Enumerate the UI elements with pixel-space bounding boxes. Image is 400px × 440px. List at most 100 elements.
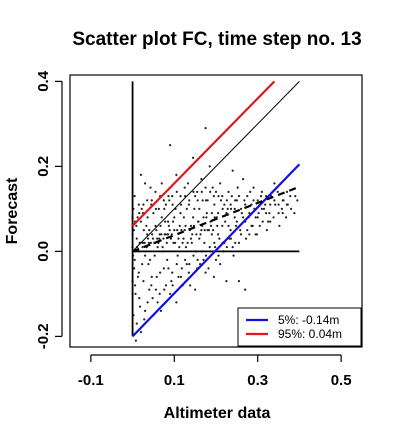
scatter-point — [150, 199, 153, 202]
scatter-point — [240, 212, 243, 215]
scatter-point — [195, 233, 198, 236]
scatter-point — [162, 267, 165, 270]
scatter-point — [204, 127, 207, 130]
scatter-point — [235, 220, 238, 223]
scatter-point — [185, 207, 188, 210]
scatter-point — [171, 271, 174, 274]
scatter-point — [146, 301, 149, 304]
scatter-point — [160, 233, 163, 236]
scatter-point — [170, 280, 173, 283]
chart-title: Scatter plot FC, time step no. 13 — [72, 29, 361, 50]
scatter-point — [246, 229, 249, 232]
scatter-point — [147, 241, 150, 244]
scatter-point — [139, 331, 143, 334]
scatter-point — [143, 318, 146, 321]
scatter-point — [164, 220, 167, 223]
x-tick-label: 0.3 — [247, 372, 268, 389]
scatter-point — [209, 190, 212, 193]
scatter-point — [192, 254, 195, 257]
scatter-point — [140, 207, 143, 210]
scatter-point — [155, 229, 158, 232]
scatter-point — [183, 229, 186, 232]
scatter-point — [179, 195, 182, 198]
scatter-point — [141, 241, 145, 244]
scatter-point — [250, 203, 253, 206]
scatter-point — [258, 224, 261, 227]
scatter-point — [232, 254, 235, 257]
scatter-point — [138, 297, 141, 300]
scatter-point — [242, 178, 245, 181]
scatter-point — [136, 216, 139, 219]
scatter-point — [196, 199, 199, 202]
scatter-point — [185, 263, 188, 266]
scatter-point — [186, 241, 189, 244]
scatter-point — [160, 216, 163, 219]
plot-frame — [69, 74, 363, 348]
scatter-point — [183, 186, 186, 189]
scatter-point — [134, 292, 137, 295]
scatter-point — [179, 212, 182, 215]
scatter-point — [194, 288, 197, 291]
scatter-point — [273, 182, 276, 185]
scatter-point — [239, 229, 242, 232]
scatter-point — [237, 280, 241, 283]
scatter-point — [150, 275, 153, 278]
legend-label: 5%: -0.14m — [278, 313, 339, 327]
scatter-point — [216, 212, 220, 215]
scatter-point — [134, 339, 138, 342]
scatter-point — [189, 237, 193, 240]
scatter-point — [133, 195, 136, 198]
scatter-point — [193, 207, 196, 210]
scatter-point — [133, 258, 136, 261]
scatter-point — [184, 258, 187, 261]
scatter-point — [154, 224, 157, 227]
scatter-point — [214, 246, 217, 249]
scatter-point — [179, 203, 183, 206]
scatter-point — [196, 220, 200, 223]
scatter-point — [212, 275, 216, 278]
scatter-point — [285, 203, 289, 206]
scatter-point — [163, 207, 166, 210]
y-tick-label: -0.2 — [35, 323, 52, 349]
scatter-point — [246, 195, 249, 198]
scatter-point — [187, 203, 190, 206]
scatter-point — [189, 284, 192, 287]
scatter-point — [158, 292, 161, 295]
scatter-point — [133, 284, 137, 287]
scatter-point — [177, 237, 180, 240]
x-axis: -0.1 0.1 0.3 0.5 — [78, 354, 352, 389]
scatter-point — [265, 229, 268, 232]
reference-lines — [131, 80, 301, 338]
scatter-point — [182, 216, 185, 219]
scatter-point — [204, 186, 207, 189]
scatter-point — [196, 190, 199, 193]
scatter-point — [273, 199, 276, 202]
scatter-point — [285, 190, 289, 193]
scatter-point — [149, 186, 152, 189]
scatter-point — [162, 237, 165, 240]
scatter-point — [135, 322, 138, 325]
scatter-point — [175, 263, 178, 266]
scatter-point — [223, 203, 226, 206]
scatter-point — [210, 212, 213, 215]
scatter-point — [239, 207, 243, 210]
y-tick-label: 0.0 — [35, 241, 52, 262]
scatter-point — [200, 190, 203, 193]
scatter-point — [267, 220, 270, 223]
scatter-point — [141, 263, 144, 266]
scatter-point — [249, 190, 252, 193]
scatter-point — [207, 229, 211, 232]
scatter-point — [262, 207, 266, 210]
y-tick-label: 0.2 — [35, 156, 52, 177]
scatter-point — [211, 229, 215, 232]
scatter-point — [192, 190, 195, 193]
scatter-point — [156, 237, 159, 240]
scatter-point — [259, 195, 263, 198]
scatter-point — [219, 263, 222, 266]
scatter-point — [190, 241, 193, 244]
scatter-point — [142, 229, 145, 232]
scatter-point — [148, 288, 151, 291]
scatter-point — [173, 216, 176, 219]
scatter-point — [168, 229, 171, 232]
